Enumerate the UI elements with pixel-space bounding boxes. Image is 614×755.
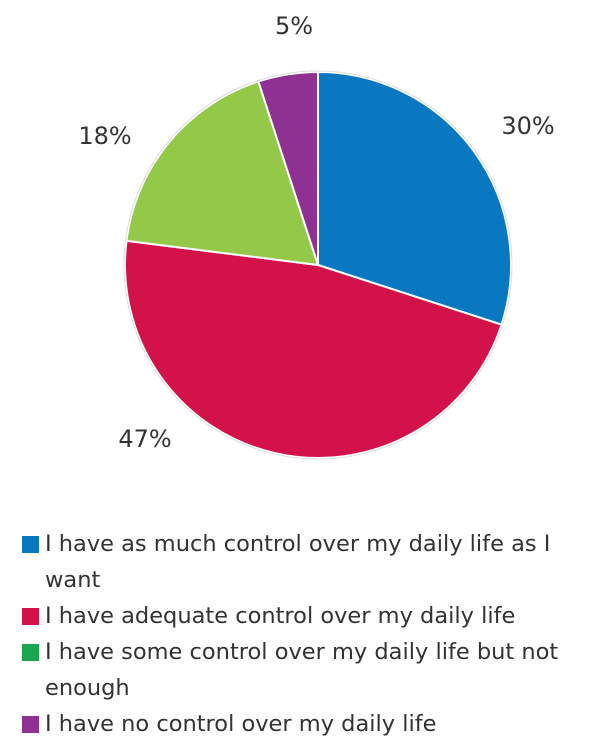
data-label: 5% bbox=[275, 12, 313, 40]
chart: 30% 47% 18% 5% bbox=[78, 12, 555, 460]
legend-swatch bbox=[22, 536, 39, 553]
legend: I have as much control over my daily lif… bbox=[22, 526, 592, 742]
data-label: 18% bbox=[78, 122, 131, 150]
pie-slice bbox=[317, 70, 512, 326]
pie-outline bbox=[123, 70, 513, 460]
pie-slice bbox=[257, 70, 319, 266]
legend-label: I have as much control over my daily lif… bbox=[45, 531, 551, 593]
legend-item: I have some control over my daily life b… bbox=[22, 634, 592, 706]
legend-item: I have no control over my daily life bbox=[22, 706, 592, 742]
legend-swatch bbox=[22, 716, 39, 733]
legend-item: I have adequate control over my daily li… bbox=[22, 598, 592, 634]
legend-label: I have adequate control over my daily li… bbox=[45, 603, 516, 629]
legend-swatch bbox=[22, 644, 39, 661]
pie-slice bbox=[124, 239, 503, 459]
pie-slice bbox=[125, 80, 320, 267]
data-label: 30% bbox=[501, 112, 554, 140]
legend-swatch bbox=[22, 608, 39, 625]
data-label: 47% bbox=[118, 425, 171, 453]
legend-item: I have as much control over my daily lif… bbox=[22, 526, 592, 598]
legend-label: I have no control over my daily life bbox=[45, 711, 437, 737]
legend-label: I have some control over my daily life b… bbox=[45, 639, 559, 701]
